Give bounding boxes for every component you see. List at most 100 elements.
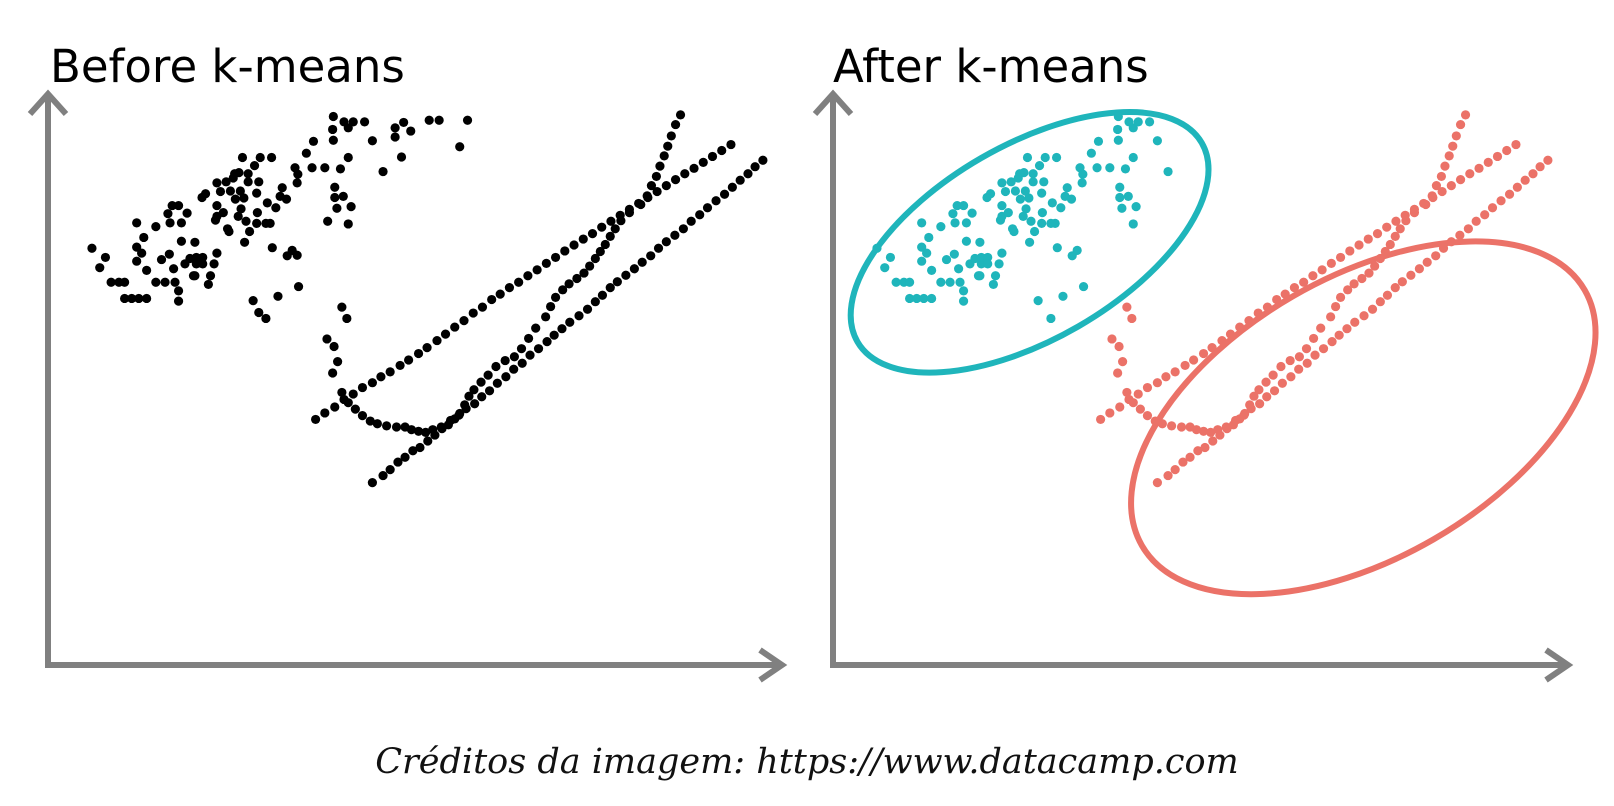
data-point: [87, 243, 97, 253]
data-point: [205, 271, 216, 281]
data-point: [600, 239, 610, 250]
data-point: [670, 230, 680, 240]
data-point: [1446, 181, 1456, 191]
data-point: [293, 169, 303, 179]
data-point: [615, 210, 625, 220]
data-point: [1122, 302, 1132, 312]
data-point: [142, 293, 152, 304]
data-point: [348, 389, 358, 399]
data-point: [1230, 415, 1241, 426]
data-point: [1446, 237, 1456, 247]
data-point: [1406, 270, 1416, 280]
data-point: [1178, 457, 1188, 467]
data-point: [422, 343, 432, 353]
data-point: [533, 344, 544, 354]
data-point: [391, 422, 402, 432]
data-point: [261, 313, 271, 324]
data-point: [1370, 261, 1380, 271]
data-point: [399, 117, 409, 128]
data-point: [244, 226, 255, 237]
data-point: [726, 139, 736, 150]
data-point: [1107, 334, 1117, 344]
data-point: [440, 329, 451, 339]
data-point: [1046, 218, 1056, 228]
data-point: [880, 263, 890, 273]
data-point: [1455, 230, 1465, 240]
image-credit-caption: Créditos da imagem: https://www.datacamp…: [375, 742, 1239, 782]
data-point: [1180, 360, 1190, 371]
data-point: [624, 204, 635, 214]
data-point: [1372, 229, 1383, 239]
data-point: [550, 292, 561, 302]
data-point: [606, 216, 616, 226]
data-point: [470, 399, 480, 409]
data-point: [927, 265, 937, 275]
data-point: [532, 265, 542, 275]
data-point: [1013, 173, 1023, 183]
data-point: [400, 452, 410, 462]
data-point: [646, 251, 656, 261]
data-point: [1431, 251, 1441, 261]
data-point: [995, 215, 1006, 225]
data-point: [637, 257, 647, 267]
data-point: [1024, 193, 1034, 203]
data-point: [1269, 386, 1280, 396]
data-point: [1066, 194, 1077, 204]
data-point: [1037, 218, 1047, 228]
data-point: [1520, 175, 1530, 185]
data-point: [578, 234, 588, 244]
data-point: [1113, 368, 1123, 378]
data-point: [357, 411, 368, 421]
data-point: [975, 237, 985, 247]
data-point: [1022, 152, 1033, 163]
data-point: [569, 240, 579, 250]
data-point: [1118, 357, 1128, 367]
data-point: [1207, 343, 1217, 353]
data-point: [1249, 391, 1259, 401]
data-point: [365, 416, 375, 426]
data-point: [454, 410, 464, 420]
data-point: [320, 408, 330, 418]
data-point: [990, 271, 1001, 281]
data-point: [1152, 478, 1162, 488]
data-point: [252, 218, 262, 228]
data-point: [308, 136, 319, 146]
data-point: [1006, 177, 1016, 187]
data-point: [243, 177, 253, 187]
data-point: [698, 157, 708, 167]
data-point: [659, 151, 669, 161]
data-point: [1276, 361, 1286, 372]
data-point: [1034, 161, 1045, 171]
data-point: [273, 291, 283, 301]
data-point: [711, 196, 721, 206]
data-point: [350, 404, 360, 414]
data-point: [891, 277, 901, 287]
data-point: [1302, 358, 1312, 368]
data-point: [1465, 169, 1475, 179]
data-point: [483, 370, 493, 380]
data-point: [434, 115, 444, 125]
data-point: [1385, 239, 1395, 250]
data-point: [1122, 387, 1132, 398]
data-point: [396, 152, 407, 162]
data-point: [1037, 208, 1047, 218]
data-point: [1512, 182, 1522, 192]
data-point: [661, 237, 671, 247]
data-point: [983, 259, 993, 269]
data-point: [1272, 294, 1282, 305]
data-point: [390, 132, 400, 142]
data-point: [307, 163, 317, 173]
data-point: [1367, 304, 1378, 314]
data-point: [661, 181, 671, 191]
data-point: [343, 219, 353, 229]
data-point: [376, 372, 386, 382]
data-point: [185, 253, 195, 264]
data-point: [1067, 251, 1077, 261]
data-point: [1113, 124, 1123, 135]
data-point: [727, 182, 737, 192]
data-point: [165, 218, 175, 228]
data-point: [597, 290, 608, 300]
data-point: [1026, 216, 1036, 226]
cluster-ellipses-group: [847, 109, 1599, 598]
data-point: [301, 148, 311, 158]
